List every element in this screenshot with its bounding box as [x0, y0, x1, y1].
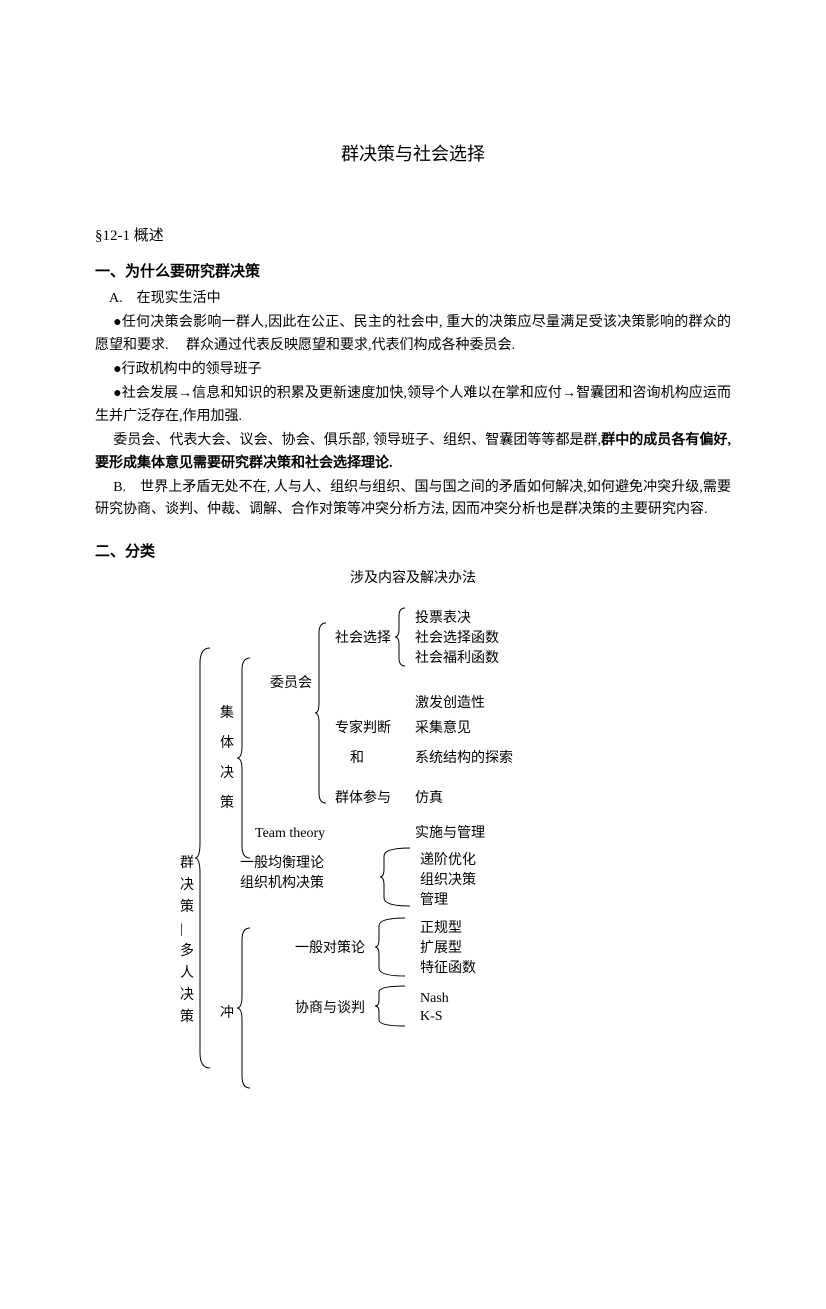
classification-diagram: 群 决 策 | 多 人 决 策 集 体 决 策 委员会 Team theory …	[95, 598, 731, 1098]
root-4: |	[180, 919, 183, 941]
root-2: 决	[180, 875, 194, 897]
jiti-3: 决	[220, 763, 234, 785]
para-2: ●行政机构中的领导班子	[95, 359, 731, 381]
weiyuanhui: 委员会	[270, 673, 312, 695]
para-4a: 委员会、代表大会、议会、协会、俱乐部, 领导班子、组织、智囊团等等都是群,	[113, 433, 601, 448]
zhuanjia: 专家判断	[335, 718, 391, 740]
k-s: K-S	[420, 1006, 443, 1028]
sh-fl-fn: 社会福利函数	[415, 648, 499, 670]
root-1: 群	[180, 853, 194, 875]
section-number: §12-1 概述	[95, 224, 731, 248]
xitong: 系统结构的探索	[415, 748, 513, 770]
xieshang: 协商与谈判	[295, 998, 365, 1020]
shehui-xuanze: 社会选择	[335, 628, 391, 650]
jiti-2: 体	[220, 733, 234, 755]
root-8: 策	[180, 1007, 194, 1029]
qunti: 群体参与	[335, 788, 391, 810]
caiji: 采集意见	[415, 718, 471, 740]
zuzhi-jigou: 组织机构决策	[240, 873, 324, 895]
jiti-1: 集	[220, 703, 234, 725]
chong: 冲	[220, 1003, 234, 1025]
root-5: 多	[180, 941, 194, 963]
jiti-4: 策	[220, 793, 234, 815]
root-6: 人	[180, 963, 194, 985]
para-1: ●任何决策会影响一群人,因此在公正、民主的社会中, 重大的决策应尽量满足受该决策…	[95, 312, 731, 357]
duice-lun: 一般对策论	[295, 938, 365, 960]
guanli: 管理	[420, 890, 448, 912]
page-title: 群决策与社会选择	[95, 140, 731, 169]
root-3: 策	[180, 897, 194, 919]
jifa: 激发创造性	[415, 693, 485, 715]
he: 和	[350, 748, 364, 770]
shishi: 实施与管理	[415, 823, 485, 845]
team-theory: Team theory	[255, 823, 325, 845]
diagram-title: 涉及内容及解决办法	[95, 568, 731, 590]
para-3: ●社会发展→信息和知识的积累及更新速度加快,领导个人难以在掌和应付→智囊团和咨询…	[95, 383, 731, 428]
subhead-a: A. 在现实生活中	[95, 288, 731, 310]
heading-2: 二、分类	[95, 540, 731, 564]
fangzhen: 仿真	[415, 788, 443, 810]
para-4: 委员会、代表大会、议会、协会、俱乐部, 领导班子、组织、智囊团等等都是群,群中的…	[95, 430, 731, 475]
tezheng: 特征函数	[420, 958, 476, 980]
heading-1: 一、为什么要研究群决策	[95, 260, 731, 284]
para-b: B. 世界上矛盾无处不在, 人与人、组织与组织、国与国之间的矛盾如何解决,如何避…	[95, 477, 731, 522]
root-7: 决	[180, 985, 194, 1007]
